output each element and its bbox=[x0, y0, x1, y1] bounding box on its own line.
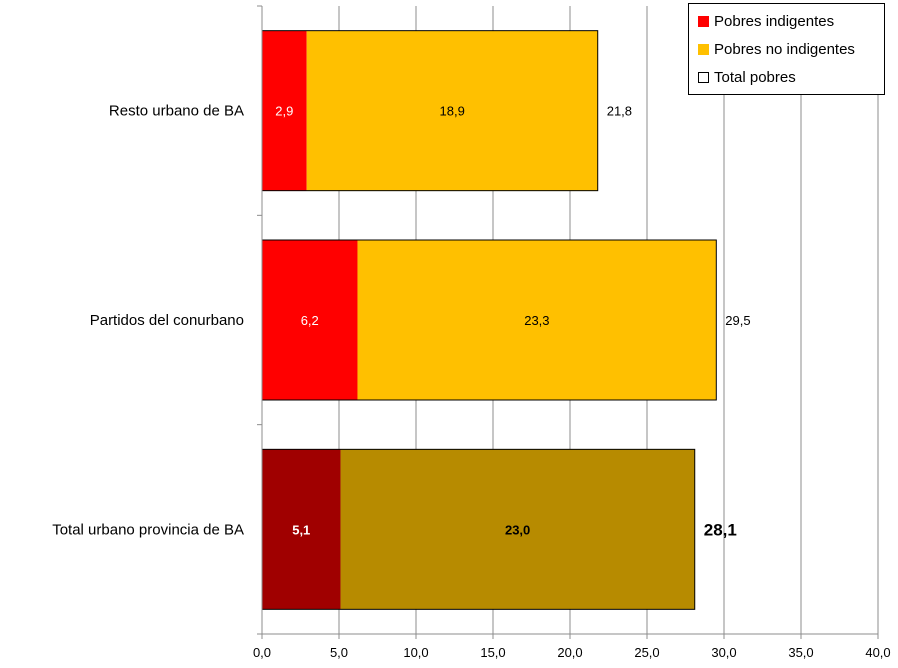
x-tick-label: 15,0 bbox=[480, 645, 505, 660]
category-label: Total urbano provincia de BA bbox=[52, 521, 244, 538]
bar-value-label: 2,9 bbox=[275, 104, 293, 119]
legend-label-total: Total pobres bbox=[714, 68, 796, 86]
x-tick-label: 35,0 bbox=[788, 645, 813, 660]
total-value-label: 21,8 bbox=[607, 104, 632, 119]
bar-segment-no-indigentes bbox=[340, 449, 695, 610]
bar-segment-indigentes bbox=[262, 449, 341, 610]
x-tick-label: 40,0 bbox=[865, 645, 890, 660]
total-value-label: 28,1 bbox=[704, 520, 737, 539]
bar-value-label: 5,1 bbox=[292, 522, 310, 537]
x-tick-label: 0,0 bbox=[253, 645, 271, 660]
x-tick-label: 5,0 bbox=[330, 645, 348, 660]
bar-value-label: 6,2 bbox=[301, 313, 319, 328]
bar-value-label: 23,0 bbox=[505, 522, 530, 537]
x-tick-label: 10,0 bbox=[403, 645, 428, 660]
bar-value-label: 18,9 bbox=[440, 104, 465, 119]
bar-segment-indigentes bbox=[262, 30, 307, 191]
bar-segment-indigentes bbox=[262, 240, 358, 400]
x-tick-label: 20,0 bbox=[557, 645, 582, 660]
bar-segment-no-indigentes bbox=[357, 240, 717, 400]
legend-item-pobres-no-indigentes: Pobres no indigentes bbox=[698, 35, 884, 63]
total-value-label: 29,5 bbox=[725, 313, 750, 328]
x-tick-label: 25,0 bbox=[634, 645, 659, 660]
legend-label-no-indigentes: Pobres no indigentes bbox=[714, 40, 855, 58]
legend-item-total-pobres: Total pobres bbox=[698, 63, 884, 91]
category-label: Resto urbano de BA bbox=[109, 103, 244, 120]
axes: 0,0 5,0 10,0 15,0 20,0 25,0 30,0 35,0 40,0 bbox=[253, 5, 891, 660]
x-tick-label: 30,0 bbox=[711, 645, 736, 660]
bar-segment-no-indigentes bbox=[306, 30, 598, 191]
legend-swatch-total bbox=[698, 71, 709, 83]
legend-item-pobres-indigentes: Pobres indigentes bbox=[698, 7, 884, 35]
legend: Pobres indigentes Pobres no indigentes T… bbox=[688, 3, 885, 95]
bars bbox=[261, 30, 717, 610]
category-label: Partidos del conurbano bbox=[90, 312, 244, 329]
legend-swatch-no-indigentes bbox=[698, 43, 709, 55]
bar-value-label: 23,3 bbox=[524, 313, 549, 328]
legend-swatch-indigentes bbox=[698, 15, 709, 27]
legend-label-indigentes: Pobres indigentes bbox=[714, 12, 835, 30]
data-labels: Resto urbano de BA 2,9 18,9 21,8 Partidos de… bbox=[52, 103, 750, 540]
